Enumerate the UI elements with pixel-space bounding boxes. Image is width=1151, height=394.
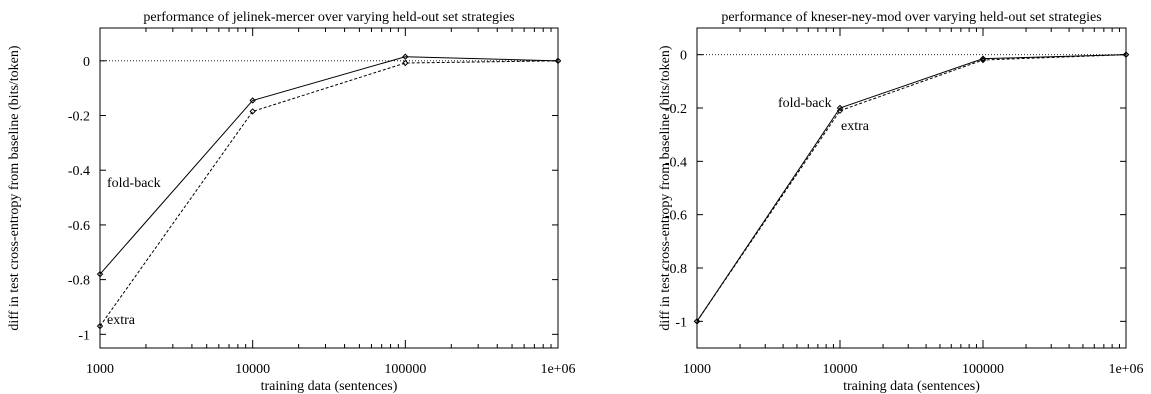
data-point-extra	[249, 108, 256, 115]
chart-jelinek-mercer: performance of jelinek-mercer over varyi…	[7, 10, 576, 394]
y-tick-label: -0.6	[665, 209, 687, 224]
y-tick-label: -1	[78, 328, 90, 343]
plot-frame	[696, 27, 1127, 349]
data-point-extra	[693, 318, 701, 325]
y-axis-label: diff in test cross-entropy from baseline…	[658, 45, 673, 330]
chart-title: performance of jelinek-mercer over varyi…	[143, 10, 514, 25]
y-tick-label: 0	[680, 49, 687, 64]
data-point-fold-back	[249, 97, 256, 104]
series-line-extra	[696, 54, 1127, 322]
x-tick-label: 100000	[384, 362, 426, 377]
x-tick-label: 10000	[235, 362, 270, 377]
series-line-fold-back	[696, 54, 1127, 322]
data-point-extra	[836, 107, 844, 114]
chart-title: performance of kneser-ney-mod over varyi…	[721, 10, 1101, 25]
y-tick-label: -0.8	[68, 274, 90, 289]
series-label-fold-back: fold-back	[778, 96, 832, 111]
y-tick-label: -0.2	[665, 102, 687, 117]
data-point-extra	[96, 322, 104, 330]
series-label-fold-back: fold-back	[107, 176, 161, 191]
data-point-extra	[554, 57, 562, 65]
y-axis-label: diff in test cross-entropy from baseline…	[7, 45, 22, 330]
y-tick-label: -0.4	[68, 164, 90, 179]
x-tick-label: 1000	[86, 362, 114, 377]
x-tick-label: 10000	[823, 362, 858, 377]
chart-kneser-ney-mod: performance of kneser-ney-mod over varyi…	[658, 10, 1144, 394]
x-tick-label: 1e+06	[540, 362, 575, 377]
y-tick-label: -0.6	[68, 219, 90, 234]
data-point-extra	[1122, 51, 1130, 58]
plot-frame	[99, 27, 559, 349]
x-tick-label: 1e+06	[1108, 362, 1143, 377]
x-axis-label: training data (sentences)	[843, 379, 980, 394]
x-tick-label: 1000	[683, 362, 711, 377]
y-tick-label: -1	[675, 315, 687, 330]
data-point-extra	[979, 56, 987, 64]
y-tick-label: -0.4	[665, 155, 687, 170]
series-label-extra: extra	[107, 313, 136, 328]
data-point-extra	[402, 59, 409, 67]
x-tick-label: 100000	[962, 362, 1004, 377]
data-point-fold-back	[96, 270, 104, 278]
y-tick-label: -0.8	[665, 262, 687, 277]
series-label-extra: extra	[841, 119, 870, 134]
series-line-extra	[99, 60, 559, 327]
series-line-fold-back	[99, 56, 559, 275]
x-axis-label: training data (sentences)	[261, 379, 398, 394]
y-tick-label: -0.2	[68, 110, 90, 125]
data-point-fold-back	[402, 53, 409, 60]
y-tick-label: 0	[83, 55, 90, 70]
